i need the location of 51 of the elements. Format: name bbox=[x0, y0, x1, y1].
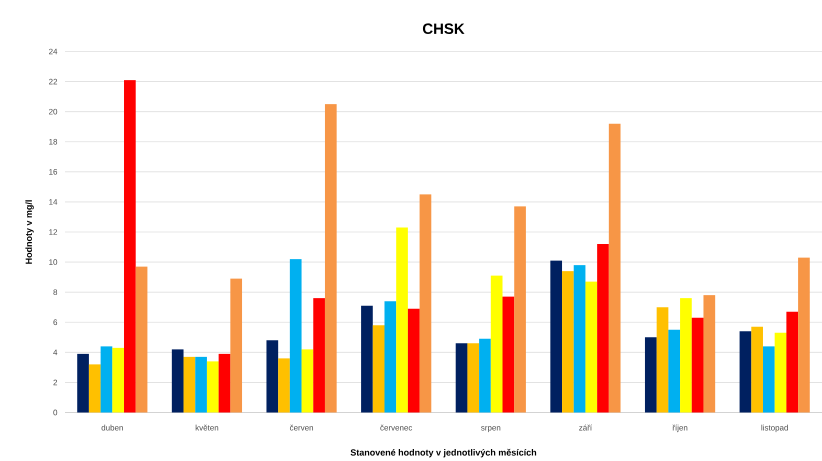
bar bbox=[774, 332, 786, 412]
bar bbox=[77, 354, 89, 412]
bar bbox=[692, 318, 704, 412]
bar bbox=[100, 346, 112, 412]
bar bbox=[574, 265, 586, 412]
bar bbox=[456, 343, 468, 412]
bar bbox=[420, 194, 432, 412]
bar bbox=[608, 124, 621, 412]
bar bbox=[656, 307, 668, 412]
bar bbox=[408, 308, 420, 412]
bar bbox=[762, 346, 775, 412]
bar bbox=[195, 356, 207, 412]
bar bbox=[172, 349, 184, 412]
bar bbox=[798, 258, 810, 412]
bar bbox=[502, 296, 514, 412]
bar bbox=[124, 80, 136, 412]
bar bbox=[230, 278, 242, 412]
bar bbox=[479, 338, 491, 412]
bar bbox=[644, 337, 657, 412]
bar bbox=[562, 271, 574, 412]
bar bbox=[372, 325, 384, 412]
bar bbox=[740, 331, 752, 412]
bar bbox=[206, 361, 219, 412]
bar bbox=[324, 104, 337, 412]
bar bbox=[384, 301, 396, 412]
bar bbox=[112, 348, 124, 412]
bar bbox=[786, 312, 798, 412]
bar bbox=[597, 244, 609, 412]
bar bbox=[361, 306, 373, 412]
y-axis-title: Hodnoty v mg/l bbox=[25, 200, 34, 264]
bar bbox=[751, 326, 763, 412]
bar bbox=[514, 206, 526, 412]
chart-title: CHSK bbox=[422, 23, 465, 34]
bar bbox=[680, 298, 692, 412]
bar bbox=[88, 364, 101, 412]
bar bbox=[218, 354, 230, 412]
bar bbox=[302, 349, 314, 412]
bar bbox=[668, 330, 680, 412]
bar bbox=[266, 340, 278, 412]
bar bbox=[278, 358, 290, 412]
bar bbox=[136, 266, 148, 412]
bar bbox=[585, 282, 598, 412]
bar bbox=[550, 260, 562, 412]
bar bbox=[313, 298, 325, 412]
bar bbox=[396, 227, 408, 412]
bar bbox=[490, 276, 503, 412]
bar bbox=[290, 259, 302, 412]
x-axis-title: Stanovené hodnoty v jednotlivých měsících bbox=[350, 448, 536, 458]
bar bbox=[467, 343, 480, 412]
bar bbox=[184, 356, 196, 412]
bar bbox=[703, 295, 716, 412]
